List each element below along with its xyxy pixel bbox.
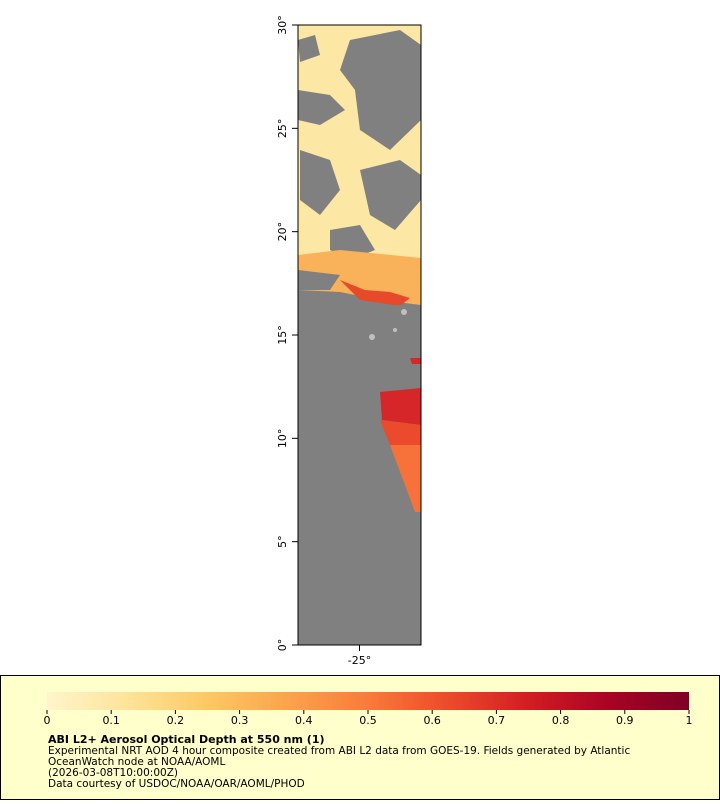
land — [393, 328, 397, 332]
cloud-mask — [298, 270, 340, 290]
legend-description: Data courtesy of USDOC/NOAA/OAR/AOML/PHO… — [48, 778, 305, 790]
colorbar-tick-label: 0.7 — [488, 714, 506, 727]
map-image — [298, 25, 421, 645]
colorbar-tick-label: 0.8 — [552, 714, 570, 727]
y-tick-label: 25° — [276, 119, 289, 139]
colorbar-tick-label: 0.1 — [102, 714, 120, 727]
aerosol-field-high — [380, 358, 421, 425]
colorbar-tick-label: 1 — [686, 714, 693, 727]
colorbar-tick-label: 0.2 — [167, 714, 185, 727]
y-tick-label: 5° — [276, 535, 289, 548]
no-data — [298, 305, 421, 645]
y-tick-label: 30° — [276, 15, 289, 35]
colorbar-tick-label: 0.4 — [295, 714, 313, 727]
y-tick-label: 0° — [276, 639, 289, 652]
cloud-mask — [298, 30, 421, 260]
colorbar-tick-label: 0.6 — [423, 714, 441, 727]
legend-description: Experimental NRT AOD 4 hour composite cr… — [48, 745, 630, 757]
legend-description: (2026-03-08T10:00:00Z) — [48, 767, 178, 779]
y-tick-label: 10° — [276, 429, 289, 449]
colorbar-tick-label: 0 — [44, 714, 51, 727]
aerosol-field-mid — [298, 250, 421, 305]
aerosol-field-high — [340, 280, 410, 306]
colorbar-tick-label: 0.5 — [359, 714, 377, 727]
colorbar-tick-label: 0.9 — [616, 714, 634, 727]
land — [369, 334, 375, 340]
y-tick-label: 20° — [276, 222, 289, 242]
legend-title: ABI L2+ Aerosol Optical Depth at 550 nm … — [48, 733, 325, 746]
land — [401, 309, 407, 315]
aerosol-field-mid — [390, 445, 421, 512]
legend-description: OceanWatch node at NOAA/AOML — [48, 756, 225, 768]
x-tick-label: -25° — [348, 654, 371, 667]
aerosol-field-high — [380, 420, 421, 445]
y-tick-label: 15° — [276, 325, 289, 345]
colorbar-tick-label: 0.3 — [231, 714, 249, 727]
colorbar — [47, 692, 689, 710]
